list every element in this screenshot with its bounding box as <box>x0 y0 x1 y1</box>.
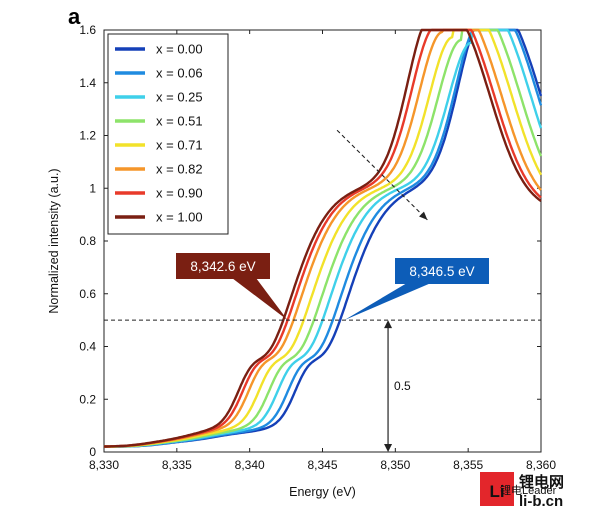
y-axis-label: Normalized intensity (a.u.) <box>47 168 61 313</box>
legend-label: x = 0.00 <box>156 42 203 57</box>
watermark-line1: 锂电网 <box>519 473 564 491</box>
x-tick-label: 8,355 <box>453 458 483 472</box>
callout-pointer <box>232 278 288 321</box>
x-tick-label: 8,350 <box>380 458 410 472</box>
x-tick-label: 8,340 <box>235 458 265 472</box>
y-tick-label: 0 <box>89 445 96 459</box>
callout-box <box>176 253 270 279</box>
watermark-glyph: Li <box>489 482 504 501</box>
callout-label: 8,346.5 eV <box>409 264 474 279</box>
watermark-logo-icon <box>480 472 514 506</box>
callout-label: 8,342.6 eV <box>190 259 255 274</box>
x-tick-label: 8,360 <box>526 458 556 472</box>
legend-label: x = 0.82 <box>156 162 203 177</box>
y-tick-label: 0.4 <box>79 340 96 354</box>
y-tick-label: 1.4 <box>79 76 96 90</box>
x-axis-label: Energy (eV) <box>289 485 356 499</box>
legend-label: x = 0.90 <box>156 186 203 201</box>
x-tick-label: 8,330 <box>89 458 119 472</box>
step-label: 0.5 <box>394 379 411 393</box>
y-axis: 0 0.2 0.4 0.6 0.8 1 1.2 1.4 1.6 <box>79 23 541 459</box>
legend-label: x = 0.51 <box>156 114 203 129</box>
trend-arrow-line <box>336 129 428 221</box>
series-line <box>104 28 542 448</box>
y-tick-label: 1 <box>89 181 96 195</box>
step-arrow-up-icon <box>384 320 393 329</box>
y-tick-label: 1.6 <box>79 23 96 37</box>
legend-label: x = 0.71 <box>156 138 203 153</box>
x-tick-label: 8,335 <box>162 458 192 472</box>
callout-box <box>395 258 489 284</box>
y-tick-label: 0.2 <box>79 392 96 406</box>
annotations: 0.5 8,342.6 eV 8,346.5 eV <box>104 129 541 452</box>
legend-label: x = 0.25 <box>156 90 203 105</box>
legend: x = 0.00 x = 0.06 x = 0.25 x = 0.51 x = 0.71… <box>107 33 229 235</box>
watermark-faint: 锂电Leader <box>500 483 557 497</box>
y-tick-label: 0.8 <box>79 234 96 248</box>
panel-label: a <box>68 4 81 29</box>
x-tick-label: 8,345 <box>307 458 337 472</box>
trend-arrow-head-icon <box>419 211 428 220</box>
step-arrow-down-icon <box>384 444 393 452</box>
watermark: Li 锂电网 li-b.cn 锂电Leader <box>480 472 564 510</box>
callout-pointer <box>344 283 431 321</box>
y-tick-label: 0.6 <box>79 287 96 301</box>
x-axis: 8,330 8,335 8,340 8,345 8,350 8,355 8,360 <box>89 30 556 472</box>
legend-label: x = 0.06 <box>156 66 203 81</box>
legend-box <box>107 33 229 235</box>
y-tick-label: 1.2 <box>79 129 96 143</box>
legend-label: x = 1.00 <box>156 210 203 225</box>
series-layer <box>103 28 543 448</box>
watermark-line2: li-b.cn <box>519 493 563 510</box>
